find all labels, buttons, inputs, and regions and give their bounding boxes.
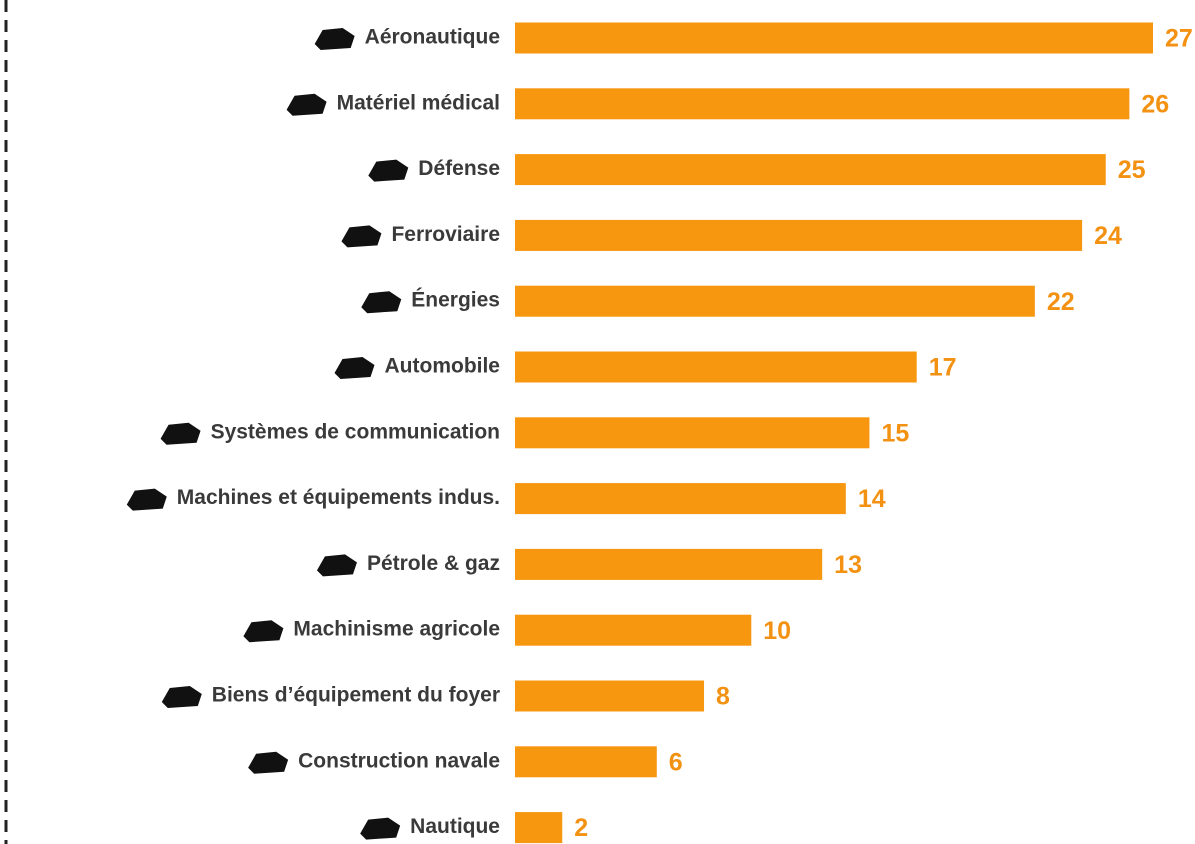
bar [515,614,752,646]
category-icon [361,291,402,314]
icon-shape [334,357,375,379]
value-label: 8 [716,683,730,711]
value-label: 6 [669,748,683,776]
category-icon [248,751,289,774]
bar [515,548,823,580]
bar [515,351,917,383]
category-icon [314,28,355,50]
category-icon [316,554,357,577]
value-label: 10 [763,617,791,645]
bar [515,680,705,712]
icon-shape [368,159,409,182]
category-label: Pétrole & gaz [367,552,500,575]
category-label: Systèmes de communication [211,420,500,443]
value-label: 13 [834,551,862,579]
bar [515,88,1130,120]
category-icon [334,357,375,379]
icon-shape [243,620,284,643]
icon-shape [341,225,382,248]
category-icon [341,225,382,248]
category-icon [161,686,202,708]
value-label: 17 [929,354,957,382]
category-label: Ferroviaire [391,223,500,246]
category-label: Défense [418,157,500,180]
bar [515,417,870,449]
category-label: Biens d’équipement du foyer [212,684,500,707]
value-label: 2 [574,814,588,842]
bar [515,22,1153,54]
category-icon [360,817,401,840]
icon-shape [314,28,355,50]
category-icon [286,93,327,116]
category-label: Énergies [411,289,500,312]
value-label: 14 [858,485,886,513]
icon-shape [160,422,201,445]
category-label: Construction navale [298,749,500,772]
icon-shape [361,291,402,314]
bar [515,154,1106,186]
category-label: Automobile [385,355,501,378]
value-label: 25 [1118,156,1146,184]
value-label: 24 [1094,222,1122,250]
category-icon [368,159,409,182]
value-label: 27 [1165,25,1193,53]
bar [515,219,1083,251]
icon-shape [360,817,401,840]
value-label: 22 [1047,288,1075,316]
bar [515,812,563,844]
icon-shape [286,93,327,116]
bar [515,746,657,778]
category-icon [243,620,284,643]
bar [515,285,1035,317]
category-label: Matériel médical [337,91,500,114]
icon-shape [248,751,289,774]
icon-shape [126,488,167,511]
value-label: 26 [1141,90,1169,118]
value-label: 15 [881,419,909,447]
category-label: Nautique [410,815,500,838]
category-label: Aéronautique [365,26,500,49]
category-icon [160,422,201,445]
icon-shape [316,554,357,577]
category-label: Machines et équipements indus. [177,486,500,509]
icon-shape [161,686,202,708]
category-label: Machinisme agricole [293,618,500,641]
category-icon [126,488,167,511]
bar [515,483,846,515]
